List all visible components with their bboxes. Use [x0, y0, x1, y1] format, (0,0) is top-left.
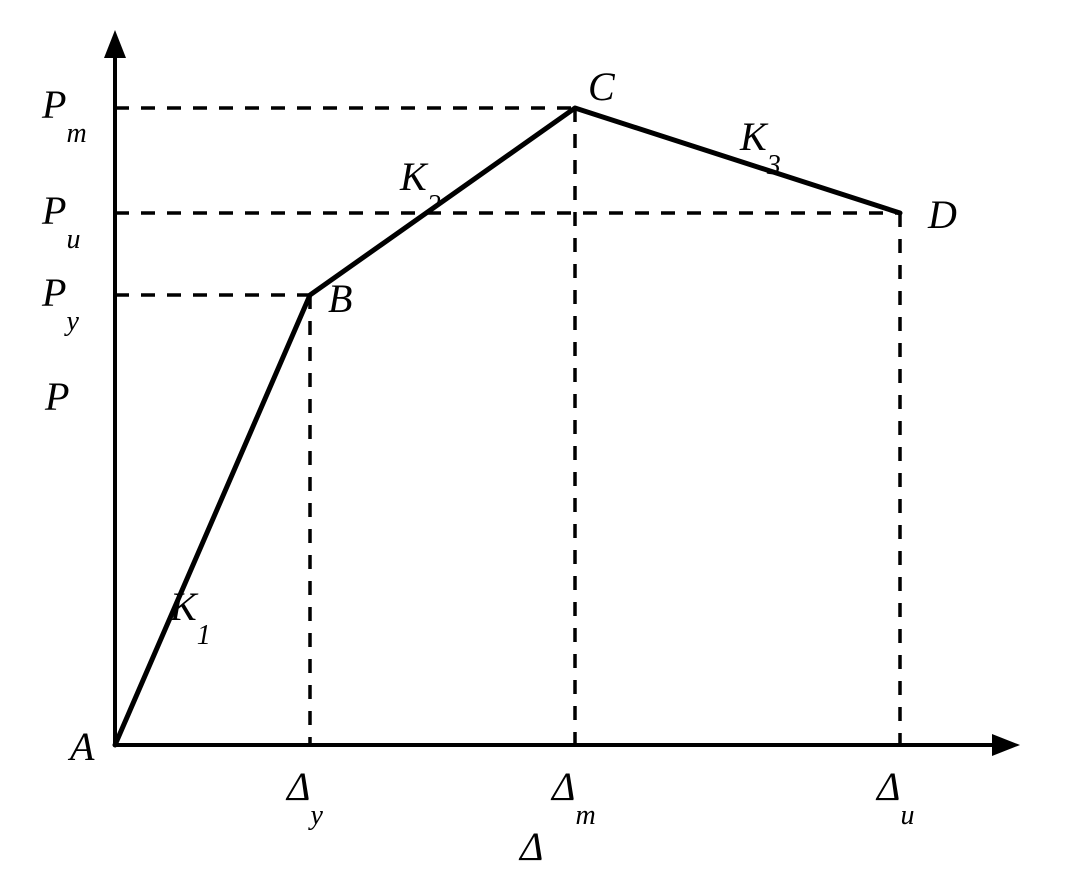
segment-label-1: K1 [169, 584, 211, 651]
segment-label-3: K3 [739, 114, 781, 181]
point-label-D: D [927, 192, 957, 237]
segment-label-2: K2 [399, 154, 441, 221]
x-axis-arrow [992, 734, 1020, 756]
trilinear-curve-diagram: P Δ Pm Pu Py Δy Δm Δu A B C D K1 K2 K3 [0, 0, 1080, 876]
diagram-container: P Δ Pm Pu Py Δy Δm Δu A B C D K1 K2 K3 [0, 0, 1080, 876]
y-tick-label-0: Pm [41, 82, 87, 149]
x-tick-label-0: Δy [285, 764, 323, 831]
y-tick-label-2: Py [41, 270, 79, 337]
x-tick-label-1: Δm [550, 764, 596, 831]
x-tick-label-2: Δu [875, 764, 914, 831]
x-axis-label: Δ [518, 824, 543, 869]
skeleton-curve [115, 108, 900, 745]
y-tick-label-1: Pu [41, 188, 80, 255]
point-label-A: A [67, 724, 95, 769]
point-label-B: B [328, 276, 352, 321]
y-axis-label: P [44, 374, 69, 419]
y-axis-arrow [104, 30, 126, 58]
point-label-C: C [588, 64, 616, 109]
